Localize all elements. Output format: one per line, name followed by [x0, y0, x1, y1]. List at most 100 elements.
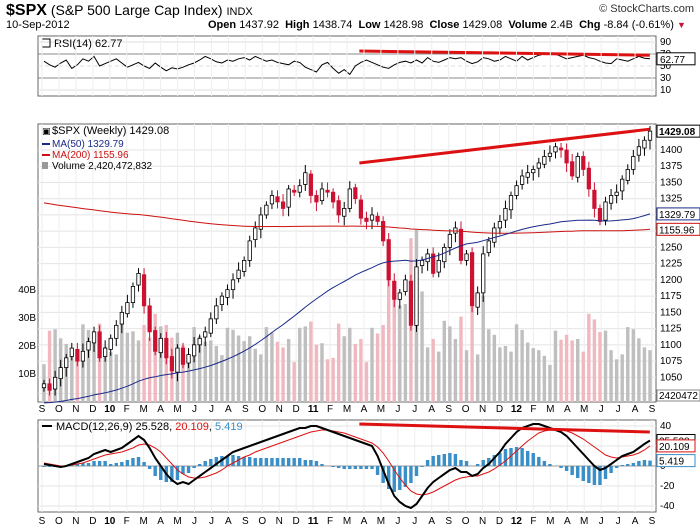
volume-bar	[192, 327, 196, 402]
volume-bar	[114, 354, 118, 402]
x-axis-label: D	[89, 404, 96, 415]
volume-bar	[631, 329, 636, 402]
candle-body	[647, 130, 653, 141]
x-axis-label-bottom: S	[242, 516, 249, 527]
macd-value-label: 20.109	[659, 442, 690, 453]
x-axis-label: N	[72, 404, 79, 415]
candle-body	[275, 196, 280, 203]
candle-body	[364, 217, 369, 222]
x-axis-label-bottom: N	[72, 516, 79, 527]
x-axis-label: O	[55, 404, 63, 415]
x-axis-label-bottom: J	[192, 516, 197, 527]
candle-body	[330, 191, 336, 203]
volume-bar	[86, 329, 91, 402]
candle-body	[403, 279, 408, 292]
volume-bar	[514, 324, 519, 402]
x-axis-label: A	[157, 404, 164, 415]
macd-histogram-bar	[320, 464, 324, 466]
candle-body	[408, 280, 414, 326]
candle-body	[64, 357, 69, 368]
candle-body	[192, 344, 197, 357]
index-name: (S&P 500 Large Cap Index)	[50, 2, 223, 18]
macd-histogram-bar	[203, 461, 207, 466]
macd-histogram-bar	[42, 466, 46, 467]
candle-body	[469, 252, 475, 307]
candle-body	[297, 185, 302, 193]
volume-bar	[292, 362, 296, 402]
macd-histogram-bar	[336, 466, 341, 468]
volume-bar	[470, 306, 474, 402]
volume-bar	[364, 362, 369, 402]
chart-title: $SPX (S&P 500 Large Cap Index) INDX	[6, 2, 253, 20]
candle-body	[608, 195, 614, 204]
x-axis-label: J	[395, 404, 400, 415]
candle-body	[225, 289, 230, 298]
volume-bar	[481, 295, 485, 402]
open-value: 1437.92	[239, 19, 279, 31]
candle-body	[103, 347, 108, 357]
candle-body	[219, 295, 225, 305]
x-axis-label-bottom: A	[564, 516, 571, 527]
volume-bar	[587, 313, 591, 402]
volume-bar	[147, 337, 152, 402]
candle-body	[153, 330, 158, 352]
macd-histogram-bar	[514, 447, 519, 466]
x-axis-label: A	[428, 404, 435, 415]
x-axis-label: A	[225, 404, 232, 415]
volume-bar	[425, 347, 430, 402]
volume-bar	[375, 333, 380, 402]
x-axis-label: F	[124, 404, 130, 415]
macd-value-label: 5.419	[659, 457, 684, 468]
macd-trendline	[359, 422, 650, 434]
volume-bar	[270, 332, 274, 402]
macd-histogram-bar	[442, 454, 447, 466]
macd-histogram-bar	[181, 466, 185, 474]
macd-histogram-bar	[581, 466, 585, 481]
macd-histogram-bar	[153, 466, 157, 476]
macd-legend-part: 25.528	[135, 421, 169, 433]
macd-histogram-bar	[542, 461, 547, 466]
candle-body	[397, 292, 402, 300]
candle-body	[542, 156, 547, 165]
candle-body	[108, 337, 113, 350]
volume-bar	[348, 327, 352, 402]
chart-header: $SPX (S&P 500 Large Cap Index) INDX 10-S…	[0, 0, 700, 34]
candle-body	[503, 208, 508, 221]
macd-histogram-bar	[592, 466, 597, 485]
macd-histogram-bar	[147, 466, 152, 469]
macd-histogram-bar	[375, 466, 380, 475]
volume-bar	[109, 352, 113, 402]
rsi-value-label: 62.77	[660, 55, 685, 66]
macd-histogram-bar	[420, 466, 424, 467]
rsi-legend-swatch	[41, 38, 51, 48]
macd-histogram-bar	[531, 453, 535, 466]
macd-histogram-bar	[498, 453, 502, 466]
volume-bar	[503, 346, 508, 402]
macd-histogram-bar	[431, 456, 435, 466]
macd-histogram-bar	[197, 464, 202, 466]
candle-body	[303, 172, 308, 185]
macd-histogram-bar	[509, 448, 513, 466]
x-axis-label: F	[530, 404, 536, 415]
macd-histogram-bar	[281, 458, 285, 466]
price-value-label: 1429.08	[659, 127, 696, 138]
volume-bar	[309, 321, 313, 402]
macd-histogram-bar	[631, 463, 636, 466]
candle-body	[431, 253, 436, 274]
macd-histogram-bar	[626, 464, 630, 466]
candle-body	[292, 189, 297, 193]
candle-body	[620, 178, 625, 192]
volume-bar	[264, 327, 269, 402]
x-axis-label: M	[343, 404, 351, 415]
macd-histogram-bar	[637, 461, 641, 466]
x-axis-label-bottom: F	[530, 516, 536, 527]
macd-histogram-bar	[425, 460, 430, 466]
down-arrow-icon: ▼	[676, 20, 686, 30]
macd-histogram-bar	[225, 456, 230, 466]
volume-bar	[442, 320, 447, 402]
volume-bar	[614, 359, 619, 402]
candle-body	[497, 221, 502, 229]
volume-bar	[153, 313, 157, 402]
x-axis-label-bottom: M	[546, 516, 554, 527]
macd-histogram-bar	[475, 464, 480, 466]
